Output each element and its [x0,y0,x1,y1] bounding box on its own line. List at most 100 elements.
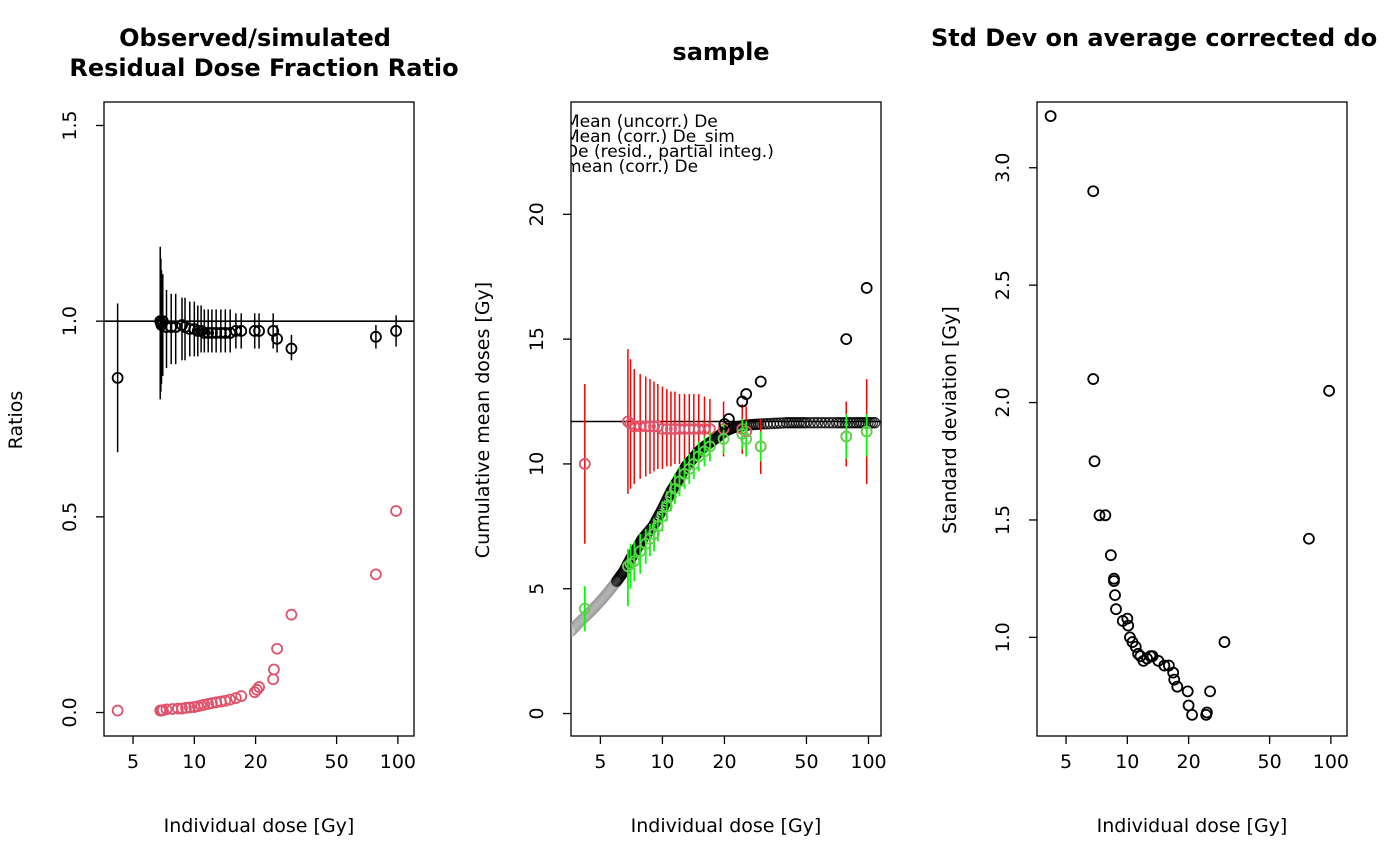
ratio-point [198,327,211,339]
corrected-mean-point [660,500,673,513]
cumulative-mean-point [804,417,816,429]
residual-ratio-point [111,704,124,717]
cumulative-mean-point [833,417,846,429]
panel-2-x-tick-label: 10 [650,751,674,773]
residual-ratio-point [229,692,242,704]
panel-3-plot-box [1036,101,1348,737]
ratio-point [111,372,124,384]
panel-1-title-line-2: Residual Dose Fraction Ratio [69,54,458,82]
residual-ratio-point [251,683,263,696]
panel-3-y-axis-label: Standard deviation [Gy] [939,306,961,534]
corrected-mean-point [740,433,753,445]
panel-ratios: Observed/simulated Residual Dose Fractio… [5,24,459,837]
std-dev-point [1323,384,1335,397]
panel-2-x-tick-label: 100 [850,751,886,773]
residual-dose-point [692,423,705,435]
corrected-mean-point [704,440,716,453]
uncorrected-mean-point [740,388,753,400]
std-dev-point [1110,603,1122,616]
panel-2-x-axis-label: Individual dose [Gy] [631,815,822,837]
panel-3-x-tick-label: 10 [1115,751,1139,773]
panel-1-title-line-1: Observed/simulated [119,24,391,52]
std-dev-point [1104,549,1117,562]
std-dev-point [1303,532,1315,545]
panel-1-y-tick-label: 0.0 [59,697,81,727]
residual-dose-point [648,420,660,433]
residual-ratio-point [285,608,298,621]
panel-3-x-tick-label: 20 [1177,751,1201,773]
panel-2-plot-box [570,101,882,737]
panel-1-y-tick-label: 0.5 [59,502,81,532]
panel-std-dev: Std Dev on average corrected do 5 10 20 50 1… [931,24,1377,837]
std-dev-point [1122,619,1135,632]
cumulative-mean-point [836,417,848,429]
std-dev-point [1218,636,1231,648]
panel-2-y-tick-label: 10 [526,452,548,476]
panel-2-y-tick-label: 0 [526,707,548,719]
ratio-point [370,330,382,343]
cumulative-mean-point [842,417,854,429]
panel-2-marks [571,282,881,637]
residual-ratio-point [235,690,248,702]
corrected-mean-point [578,602,591,615]
panel-1-x-tick-label: 10 [182,751,206,773]
residual-ratio-point [160,703,173,716]
std-dev-point [1200,706,1213,719]
panel-2-title: sample [672,38,769,66]
uncorrected-mean-point [754,375,767,388]
residual-ratio-point [253,681,265,693]
panel-2-y-tick-label: 5 [526,583,548,595]
std-dev-point [1044,110,1057,122]
panel-1-axes: 5 10 20 50 100 0.0 0.5 1.0 1.5 [59,110,416,773]
residual-ratio-point [390,505,402,517]
panel-2-legend: Mean (uncorr.) De Mean (corr.) De_sim De… [565,112,774,177]
corrected-mean-point [656,510,669,523]
ratio-point [156,315,169,328]
std-dev-point [1087,373,1100,385]
panel-3-y-tick-label: 1.5 [992,505,1014,535]
std-dev-point [1099,509,1112,522]
residual-dose-point [665,423,677,435]
std-dev-point [1129,640,1142,653]
corrected-mean-point [754,440,767,453]
panel-3-x-axis-label: Individual dose [Gy] [1097,815,1288,837]
corrected-mean-point [860,425,873,438]
ratio-point [224,327,237,339]
residual-ratio-point [183,701,196,714]
residual-ratio-point [171,702,184,715]
panel-3-y-tick-label: 1.0 [992,622,1014,652]
legend-entry-1: Mean (uncorr.) De [565,112,718,132]
panel-1-y-tick-label: 1.0 [59,306,81,336]
corrected-mean-point [840,430,853,443]
panel-2-x-tick-label: 5 [594,751,606,773]
corrected-mean-point [628,555,641,568]
panel-1-plot-box [103,101,415,737]
panel-cumulative: sample 5 10 20 50 100 0 5 10 15 20 Mean (uncorr.)… [472,38,887,837]
residual-ratio-point [219,694,232,707]
panel-3-axes: 5 10 20 50 100 1.0 1.5 2.0 2.5 3.0 [992,153,1349,773]
panel-3-y-tick-label: 3.0 [992,153,1014,183]
cumulative-mean-point [819,417,831,429]
cumulative-mean-point [774,417,786,429]
residual-ratio-point [271,642,283,655]
panel-3-title: Std Dev on average corrected do [931,24,1377,52]
panel-1-x-tick-label: 20 [244,751,268,773]
panel-1-marks [104,246,414,717]
panel-3-y-tick-label: 2.5 [992,270,1014,300]
cumulative-mean-point [869,417,881,429]
ratio-point [165,321,178,333]
std-dev-point [1088,455,1101,468]
cumulative-mean-point [830,417,843,429]
std-dev-point [1108,575,1120,587]
corrected-mean-point [634,545,647,558]
ratio-point [235,325,248,337]
residual-ratio-point [224,693,237,706]
panel-1-x-axis-label: Individual dose [Gy] [164,815,355,837]
panel-2-x-tick-label: 20 [712,751,736,773]
residual-ratio-point [267,663,280,676]
std-dev-point [1186,708,1198,721]
panel-2-axes: 5 10 20 50 100 0 5 10 15 20 [526,202,887,773]
ratio-point [271,332,283,345]
uncorrected-mean-point [722,413,735,425]
panel-1-y-tick-label: 1.5 [59,110,81,140]
